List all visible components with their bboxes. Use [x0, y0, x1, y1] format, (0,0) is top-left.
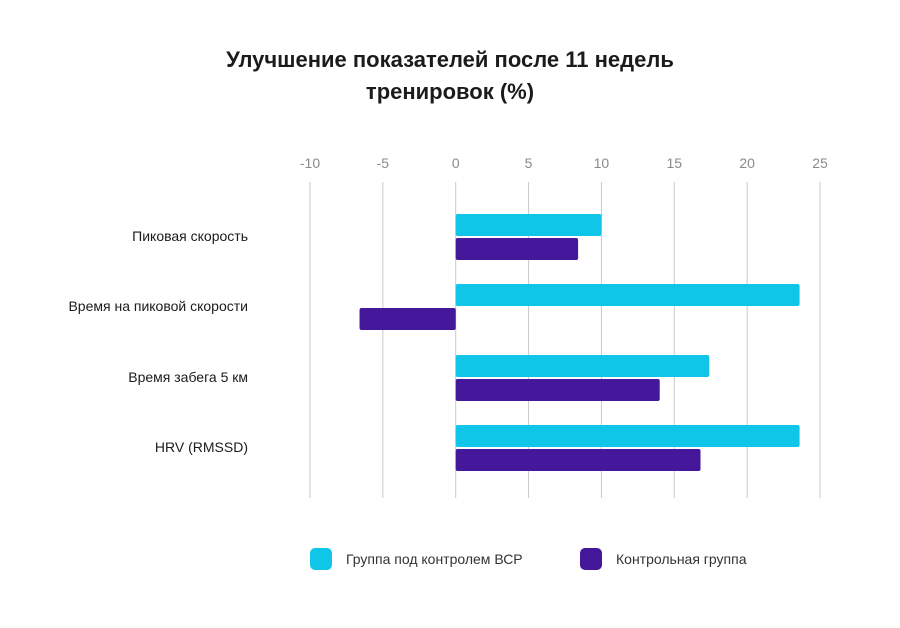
x-tick-label: 15	[666, 155, 682, 171]
category-label: HRV (RMSSD)	[155, 439, 248, 455]
legend-item-control-group: Контрольная группа	[580, 548, 746, 570]
legend-swatch-control-group	[580, 548, 602, 570]
category-label: Пиковая скорость	[132, 228, 248, 244]
bar-chart: -10 -5 0 5 10 15 20 25 Пиковая скорость Время на …	[68, 155, 828, 498]
bar-control-group	[455, 379, 660, 401]
legend-label-hrv-group: Группа под контролем ВСР	[346, 551, 523, 567]
bar-control-group	[455, 449, 701, 471]
bar-hrv-group	[455, 284, 800, 306]
x-tick-label: 0	[452, 155, 460, 171]
bar-hrv-group	[455, 355, 710, 377]
x-tick-label: 20	[739, 155, 755, 171]
chart-title-line-2: тренировок (%)	[365, 79, 535, 104]
legend: Группа под контролем ВСР Контрольная гру…	[0, 548, 900, 578]
category-label: Время на пиковой скорости	[68, 298, 248, 314]
x-tick-label: -5	[377, 155, 390, 171]
chart-title: Улучшение показателей после 11 недель тр…	[150, 44, 750, 108]
legend-label-control-group: Контрольная группа	[616, 551, 747, 567]
bar-hrv-group	[455, 214, 602, 236]
legend-item-hrv-group: Группа под контролем ВСР	[310, 548, 523, 570]
bar-hrv-group	[455, 425, 800, 447]
legend-swatch-hrv-group	[310, 548, 332, 570]
bar-control-group	[359, 308, 456, 330]
chart-title-line-1: Улучшение показателей после 11 недель	[226, 47, 674, 72]
bar-control-group	[455, 238, 579, 260]
x-tick-label: -10	[300, 155, 320, 171]
x-tick-label: 5	[525, 155, 533, 171]
category-label: Время забега 5 км	[128, 369, 248, 385]
x-tick-label: 25	[812, 155, 828, 171]
x-tick-label: 10	[594, 155, 610, 171]
